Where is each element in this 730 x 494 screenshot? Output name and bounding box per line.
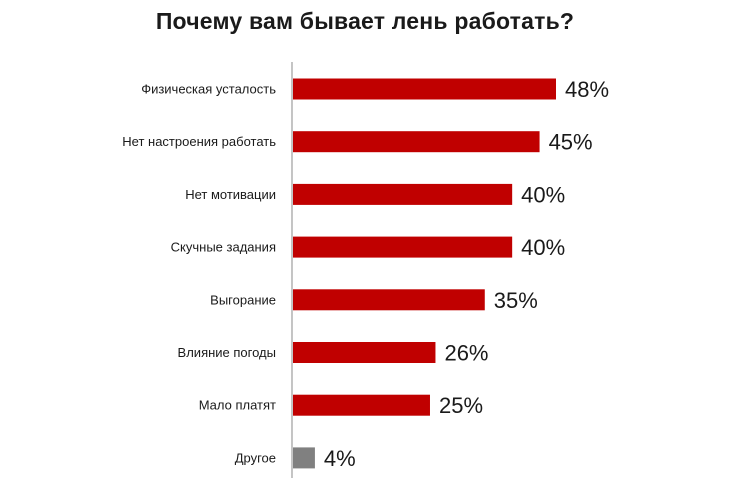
value-label: 40% [521, 182, 565, 207]
category-label: Выгорание [210, 292, 276, 307]
value-label: 25% [439, 393, 483, 418]
bar [293, 183, 513, 205]
bar [293, 78, 556, 100]
category-label: Физическая усталость [141, 82, 276, 97]
bar [293, 289, 485, 311]
category-label: Другое [235, 450, 276, 465]
bar [293, 447, 315, 469]
value-label: 40% [521, 235, 565, 260]
value-label: 26% [444, 341, 488, 366]
category-label: Скучные задания [171, 240, 276, 255]
category-label: Влияние погоды [178, 345, 276, 360]
bar [293, 394, 430, 416]
bar [293, 236, 513, 258]
bar [293, 342, 436, 363]
bar [293, 131, 540, 153]
value-label: 35% [494, 288, 538, 313]
chart-title: Почему вам бывает лень работать? [155, 8, 575, 34]
value-label: 4% [324, 446, 356, 471]
value-label: 48% [565, 77, 609, 102]
value-label: 45% [549, 130, 593, 155]
category-label: Нет настроения работать [122, 134, 276, 149]
category-label: Мало платят [199, 398, 276, 413]
category-label: Нет мотивации [185, 187, 276, 202]
